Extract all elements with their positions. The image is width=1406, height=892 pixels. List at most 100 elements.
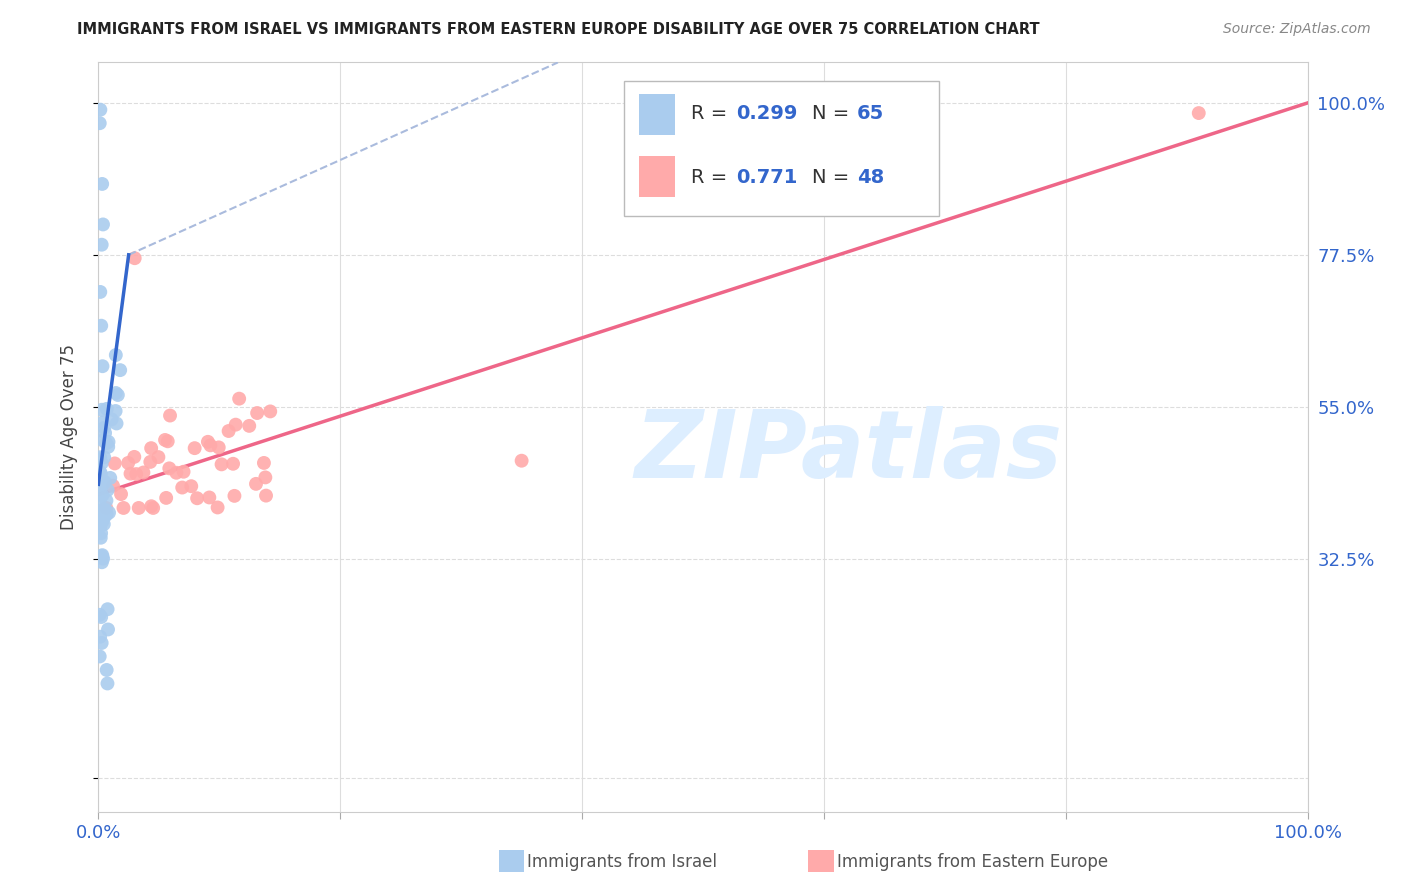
Point: [89, 630, 111, 644]
Text: R =: R =: [690, 168, 734, 186]
Point: [110, 487, 132, 501]
Point: [96, 676, 118, 690]
Point: [139, 455, 162, 469]
Point: [104, 348, 127, 362]
Point: [208, 441, 231, 455]
Point: [91, 177, 114, 191]
Point: [124, 251, 146, 265]
Point: [91, 504, 114, 518]
Point: [132, 466, 155, 480]
Point: [90, 610, 112, 624]
Y-axis label: Disability Age Over 75: Disability Age Over 75: [59, 344, 77, 530]
Point: [90, 467, 112, 481]
Point: [96, 663, 118, 677]
Point: [97, 623, 120, 637]
Point: [90, 555, 112, 569]
Point: [90, 526, 112, 541]
Point: [90, 318, 112, 333]
Point: [89, 285, 111, 299]
Point: [91, 218, 114, 232]
Point: [254, 489, 277, 503]
Point: [100, 412, 122, 426]
Point: [108, 363, 131, 377]
Point: [89, 450, 111, 465]
Point: [96, 493, 118, 508]
Point: [91, 477, 114, 491]
Point: [93, 450, 115, 465]
Point: [89, 519, 111, 533]
Point: [93, 517, 115, 532]
Point: [141, 500, 163, 514]
Point: [91, 359, 114, 374]
Point: [91, 434, 114, 448]
Text: 48: 48: [856, 168, 884, 186]
Point: [96, 401, 118, 416]
Point: [125, 467, 148, 481]
Point: [90, 531, 112, 545]
Point: [101, 479, 124, 493]
Point: [245, 476, 267, 491]
Point: [89, 465, 111, 479]
Point: [124, 450, 146, 464]
Text: IMMIGRANTS FROM ISRAEL VS IMMIGRANTS FROM EASTERN EUROPE DISABILITY AGE OVER 75 : IMMIGRANTS FROM ISRAEL VS IMMIGRANTS FRO…: [77, 22, 1040, 37]
Point: [198, 491, 221, 505]
Point: [96, 507, 118, 521]
Text: 65: 65: [856, 103, 884, 123]
Point: [173, 465, 195, 479]
Point: [93, 420, 115, 434]
Point: [156, 434, 179, 449]
Point: [104, 404, 127, 418]
Point: [94, 425, 117, 440]
Point: [254, 470, 277, 484]
Text: 0.299: 0.299: [735, 103, 797, 123]
Point: [96, 436, 118, 450]
Bar: [638, 94, 675, 135]
Point: [91, 514, 114, 528]
Point: [253, 456, 276, 470]
Point: [225, 417, 247, 432]
Point: [90, 402, 112, 417]
Point: [148, 450, 170, 464]
Point: [94, 502, 117, 516]
Point: [207, 500, 229, 515]
Point: [89, 493, 111, 508]
Point: [96, 500, 118, 515]
Point: [97, 434, 120, 449]
Point: [90, 237, 112, 252]
Point: [90, 456, 112, 470]
Text: N =: N =: [811, 168, 855, 186]
Point: [93, 508, 115, 522]
Point: [165, 466, 187, 480]
Point: [259, 404, 281, 418]
Point: [97, 483, 120, 497]
Point: [183, 441, 205, 455]
Point: [238, 418, 260, 433]
FancyBboxPatch shape: [624, 81, 939, 216]
Point: [91, 548, 114, 562]
Point: [91, 551, 114, 566]
Point: [104, 386, 127, 401]
Point: [1188, 106, 1211, 120]
Point: [112, 500, 135, 515]
Point: [91, 508, 114, 523]
Point: [91, 416, 114, 430]
Text: 0.771: 0.771: [735, 168, 797, 186]
Point: [94, 508, 117, 523]
Point: [224, 489, 246, 503]
Point: [159, 409, 181, 423]
Point: [98, 506, 121, 520]
Text: ZIPatlas: ZIPatlas: [634, 406, 1062, 498]
Point: [218, 424, 240, 438]
Text: N =: N =: [811, 103, 855, 123]
Point: [200, 438, 222, 452]
Text: Immigrants from Eastern Europe: Immigrants from Eastern Europe: [837, 853, 1108, 871]
Point: [89, 116, 111, 130]
Point: [142, 500, 165, 515]
Point: [197, 434, 219, 449]
Point: [157, 461, 180, 475]
Point: [228, 392, 250, 406]
Text: R =: R =: [690, 103, 734, 123]
Point: [180, 479, 202, 493]
Text: Source: ZipAtlas.com: Source: ZipAtlas.com: [1223, 22, 1371, 37]
Point: [246, 406, 269, 420]
